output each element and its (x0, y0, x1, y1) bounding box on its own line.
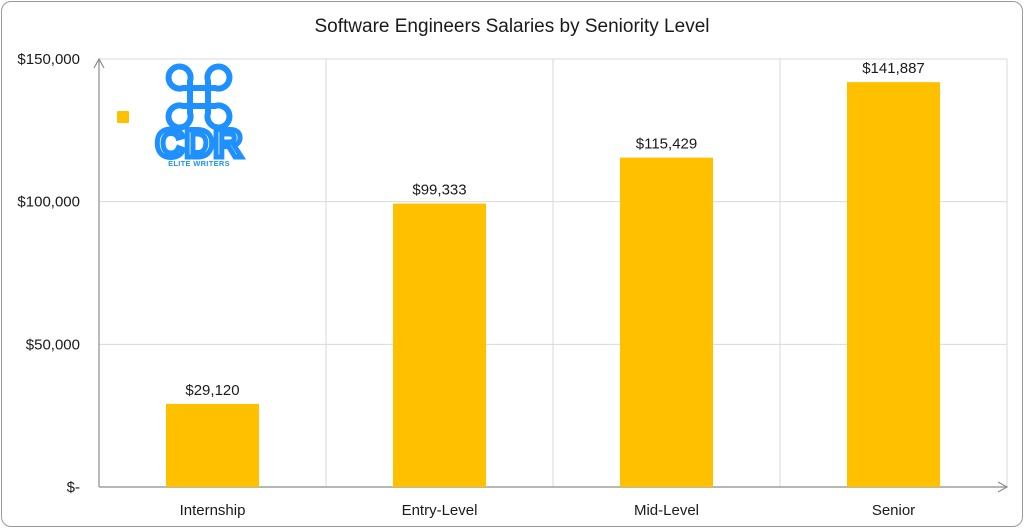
logo-tagline: ELITE WRITERS (168, 159, 230, 168)
x-tick-label: Senior (872, 502, 915, 519)
bar (165, 403, 260, 487)
data-label: $99,333 (412, 182, 466, 199)
data-label: $141,887 (862, 60, 925, 77)
logo-wordmark: CDR (156, 122, 243, 166)
x-tick-labels: Internship Entry-Level Mid-Level Senior (180, 502, 916, 519)
chart-title: Software Engineers Salaries by Seniority… (315, 16, 710, 37)
bars (165, 82, 941, 488)
y-tick-labels: $- $50,000 $100,000 $150,000 (17, 51, 80, 496)
bar (619, 157, 714, 488)
x-tick-label: Entry-Level (402, 502, 478, 519)
bar (392, 203, 487, 488)
y-tick-label: $100,000 (17, 194, 80, 211)
command-key-icon (165, 63, 233, 131)
cdr-logo: CDR ELITE WRITERS (153, 63, 245, 169)
x-tick-label: Mid-Level (634, 502, 699, 519)
data-label: $115,429 (636, 136, 697, 153)
y-tick-label: $150,000 (17, 51, 80, 68)
y-tick-label: $- (67, 479, 80, 496)
data-label: $29,120 (185, 382, 239, 399)
x-axis-arrow (997, 481, 1009, 493)
x-tick-label: Internship (180, 502, 246, 519)
legend-swatch (117, 111, 129, 123)
y-axis-arrow (93, 57, 105, 69)
bar (846, 82, 941, 487)
y-tick-label: $50,000 (26, 336, 80, 353)
data-labels: $29,120 $99,333 $115,429 $141,887 (185, 60, 924, 399)
